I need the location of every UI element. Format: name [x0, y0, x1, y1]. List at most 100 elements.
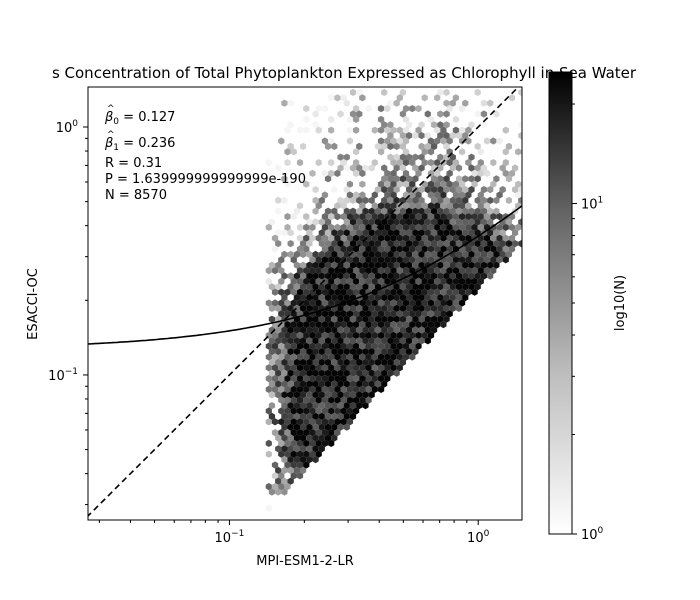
- hex-cell: [290, 288, 297, 296]
- hex-cell: [393, 142, 400, 150]
- hex-cell: [340, 234, 347, 242]
- hex-cell: [496, 223, 503, 231]
- hex-cell: [309, 385, 316, 393]
- hex-cell: [412, 229, 419, 237]
- hex-cell: [434, 288, 441, 296]
- hex-cell: [315, 202, 322, 210]
- hex-cell: [465, 256, 472, 264]
- hex-cell: [399, 142, 406, 150]
- hex-cell: [381, 369, 388, 377]
- hex-cell: [324, 402, 332, 410]
- hex-cell: [471, 256, 478, 264]
- hex-cell: [312, 434, 319, 442]
- hex-cell: [359, 288, 366, 296]
- hex-cell: [303, 461, 310, 469]
- hex-cell: [483, 202, 491, 210]
- hex-cell: [449, 132, 456, 140]
- hex-cell: [324, 412, 332, 420]
- hex-cell: [362, 261, 369, 269]
- hex-cell: [490, 234, 497, 242]
- hex-cell: [324, 207, 332, 215]
- hex-cell: [424, 326, 431, 334]
- hex-cell: [265, 364, 272, 372]
- hex-cell: [359, 94, 366, 102]
- hex-cell: [340, 396, 347, 404]
- hex-cell: [430, 207, 438, 215]
- hex-cell: [452, 299, 459, 307]
- hex-cell: [275, 229, 282, 237]
- hex-cell: [328, 137, 335, 145]
- hex-cell: [300, 348, 307, 356]
- hex-cell: [331, 294, 338, 302]
- hex-cell: [437, 283, 444, 291]
- hex-cell: [418, 186, 425, 194]
- hex-cell: [324, 229, 332, 237]
- hex-cell: [268, 337, 276, 345]
- hex-cell: [343, 412, 350, 420]
- hex-cell: [399, 175, 406, 183]
- x-axis-ticks: 10−1 100: [215, 529, 490, 546]
- hex-cell: [293, 423, 300, 431]
- hex-cell: [353, 169, 360, 177]
- hex-cell: [437, 164, 444, 172]
- hex-cell: [424, 207, 431, 215]
- hex-cell: [362, 358, 369, 366]
- hex-cell: [440, 234, 447, 242]
- hex-cell: [321, 310, 329, 318]
- hex-cell: [474, 218, 481, 226]
- hex-cell: [281, 196, 288, 204]
- hex-cell: [356, 304, 363, 312]
- hex-cell: [318, 196, 325, 204]
- hex-cell: [462, 261, 469, 269]
- hex-cell: [368, 240, 375, 248]
- hex-cell: [349, 315, 357, 323]
- hex-cell: [306, 240, 313, 248]
- hex-cell: [296, 461, 304, 469]
- hex-cell: [346, 342, 353, 350]
- hex-cell: [402, 202, 410, 210]
- hex-cell: [452, 159, 459, 167]
- hex-cell: [359, 321, 366, 329]
- hex-cell: [328, 331, 335, 339]
- hex-cell: [287, 142, 294, 150]
- hex-cell: [465, 191, 472, 199]
- hex-cell: [318, 445, 325, 453]
- hex-cell: [268, 283, 276, 291]
- hex-cell: [393, 326, 400, 334]
- hex-cell: [406, 186, 413, 194]
- hex-cell: [440, 223, 447, 231]
- hex-cell: [418, 207, 425, 215]
- hex-cell: [471, 288, 478, 296]
- hex-cell: [293, 412, 300, 420]
- hex-cell: [502, 159, 509, 167]
- hex-cell: [480, 272, 488, 280]
- hex-cell: [334, 385, 341, 393]
- hex-cell: [346, 267, 353, 275]
- hex-cell: [437, 304, 444, 312]
- hex-cell: [306, 358, 313, 366]
- hex-cell: [477, 245, 484, 253]
- hex-cell: [462, 283, 469, 291]
- hex-cell: [337, 250, 344, 258]
- hex-cell: [406, 175, 413, 183]
- hex-cell: [312, 110, 319, 118]
- hex-cell: [374, 315, 382, 323]
- hex-cell: [306, 218, 313, 226]
- hex-cell: [412, 207, 419, 215]
- hex-cell: [331, 423, 338, 431]
- hex-cell: [393, 175, 400, 183]
- hex-cell: [396, 364, 403, 372]
- hex-cell: [446, 234, 453, 242]
- hex-cell: [340, 321, 347, 329]
- hex-cell: [418, 315, 425, 323]
- hex-cell: [318, 380, 325, 388]
- hex-cell: [415, 202, 422, 210]
- hex-cell: [287, 445, 294, 453]
- hex-cell: [356, 207, 363, 215]
- hex-cell: [374, 358, 382, 366]
- hex-cell: [474, 164, 481, 172]
- hex-cell: [321, 429, 329, 437]
- hex-cell: [371, 310, 378, 318]
- hex-cell: [424, 218, 431, 226]
- hex-cell: [328, 364, 335, 372]
